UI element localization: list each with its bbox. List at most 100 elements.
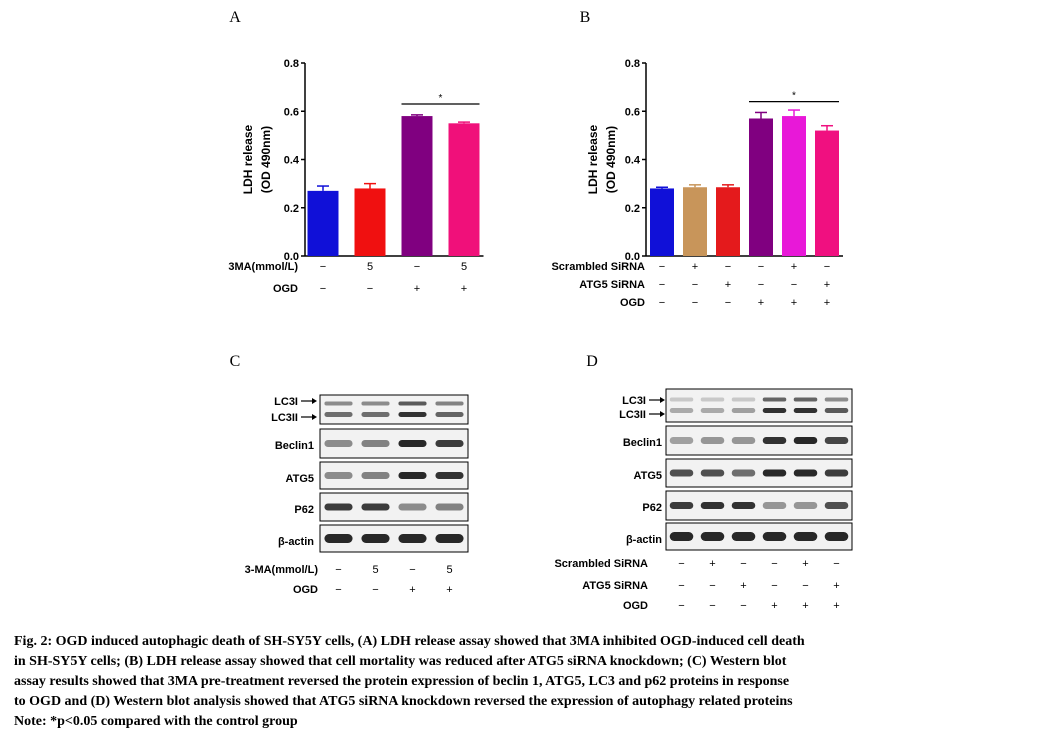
panel-b-condition-value: + bbox=[725, 279, 731, 291]
panel-d-condition-value: − bbox=[802, 580, 808, 592]
panel-d-condition-name: ATG5 SiRNA bbox=[582, 580, 648, 592]
panel-b-condition-value: − bbox=[758, 279, 764, 291]
panel-c-blot-label: β-actin bbox=[278, 536, 314, 548]
panel-d-condition-value: − bbox=[709, 580, 715, 592]
panel-d-band bbox=[793, 469, 818, 477]
panel-d-label: D bbox=[586, 353, 598, 370]
caption-note: Note: *p<0.05 compared with the control … bbox=[14, 714, 298, 729]
panel-d-band bbox=[669, 408, 694, 413]
panel-d-blot-label: LC3II bbox=[619, 409, 646, 421]
panel-c-band bbox=[324, 440, 353, 447]
panel-a-condition-value: − bbox=[367, 283, 373, 295]
panel-d-band bbox=[731, 502, 756, 509]
panel-b-condition-value: − bbox=[692, 297, 698, 309]
panel-d-condition-value: − bbox=[740, 558, 746, 570]
panel-d-band bbox=[762, 408, 787, 413]
panel-b-condition-value: + bbox=[791, 261, 797, 273]
panel-a-condition-value: 5 bbox=[461, 261, 467, 273]
caption-line-3: assay results showed that 3MA pre-treatm… bbox=[14, 674, 790, 689]
caption-line-2: in SH-SY5Y cells; (B) LDH release assay … bbox=[14, 654, 787, 669]
panel-d-band bbox=[762, 502, 787, 509]
panel-c-condition-value: − bbox=[335, 584, 341, 596]
panel-d-condition-value: − bbox=[771, 580, 777, 592]
panel-a-y-label: LDH release bbox=[241, 124, 255, 194]
panel-c-band bbox=[324, 412, 353, 417]
panel-d-condition-value: + bbox=[833, 600, 839, 612]
panel-d-band bbox=[669, 469, 694, 477]
panel-b-y-tick-label: 0.0 bbox=[625, 251, 640, 263]
panel-b-bar bbox=[683, 187, 707, 256]
panel-c-blot-label: LC3I bbox=[274, 396, 298, 408]
panel-d-condition-name: Scrambled SiRNA bbox=[554, 558, 648, 570]
panel-b-bar bbox=[815, 130, 839, 256]
panel-d-condition-value: + bbox=[833, 580, 839, 592]
panel-c-band bbox=[398, 412, 427, 417]
panel-d-band bbox=[793, 397, 818, 402]
panel-a-significance-mark: * bbox=[439, 93, 443, 104]
panel-d-band bbox=[793, 437, 818, 444]
panel-c-condition-value: + bbox=[446, 584, 452, 596]
panel-a-condition-value: + bbox=[414, 283, 420, 295]
panel-a-y-tick-label: 0.4 bbox=[284, 155, 300, 167]
panel-d-band bbox=[669, 502, 694, 509]
panel-c-band bbox=[324, 472, 353, 479]
panel-c-condition-value: − bbox=[335, 564, 341, 576]
panel-a-y-tick-label: 0.6 bbox=[284, 106, 299, 118]
panel-d-band bbox=[669, 397, 694, 402]
panel-c-band bbox=[398, 440, 427, 447]
panel-a-y-tick-label: 0.8 bbox=[284, 58, 299, 70]
panel-b-condition-name: ATG5 SiRNA bbox=[579, 279, 645, 291]
panel-c-arrow-icon bbox=[312, 414, 317, 420]
panel-d-band bbox=[669, 437, 694, 444]
panel-d-band bbox=[824, 469, 849, 477]
panel-b-condition-value: − bbox=[758, 261, 764, 273]
panel-c-band bbox=[398, 472, 427, 479]
panel-b-y-tick-label: 0.4 bbox=[625, 155, 641, 167]
panel-d-condition-value: − bbox=[678, 580, 684, 592]
panel-c-band bbox=[435, 412, 464, 417]
panel-d-blot-label: ATG5 bbox=[633, 470, 662, 482]
panel-c-band bbox=[361, 412, 390, 417]
panel-c-band bbox=[398, 534, 427, 543]
panel-d-band bbox=[669, 532, 694, 541]
panel-c-blot-label: ATG5 bbox=[285, 473, 314, 485]
panel-b-label: B bbox=[580, 9, 591, 26]
panel-d-condition-value: + bbox=[740, 580, 746, 592]
panel-d-blot-box bbox=[665, 388, 853, 423]
panel-a-condition-value: − bbox=[414, 261, 420, 273]
panel-d-band bbox=[731, 532, 756, 541]
panel-d-arrow-icon bbox=[660, 397, 665, 403]
panel-b-condition-value: − bbox=[791, 279, 797, 291]
panel-d-condition-value: + bbox=[771, 600, 777, 612]
panel-d-band bbox=[824, 532, 849, 541]
panel-d-band bbox=[700, 502, 725, 509]
panel-c-band bbox=[398, 401, 427, 406]
panel-c-band bbox=[361, 440, 390, 447]
panel-b-bar bbox=[650, 188, 674, 256]
panel-b-condition-name: OGD bbox=[620, 297, 645, 309]
panel-d-band bbox=[731, 437, 756, 444]
panel-d-band bbox=[700, 532, 725, 541]
panel-c-condition-value: 5 bbox=[446, 564, 452, 576]
panel-d-band bbox=[793, 408, 818, 413]
panel-a-bar bbox=[401, 116, 433, 256]
panel-b-condition-value: − bbox=[725, 261, 731, 273]
panel-d-band bbox=[793, 532, 818, 541]
panel-d-condition-name: OGD bbox=[623, 600, 648, 612]
panel-b-condition-value: + bbox=[692, 261, 698, 273]
panel-c-blot-label: LC3II bbox=[271, 412, 298, 424]
panel-d-condition-value: − bbox=[740, 600, 746, 612]
panel-d-band bbox=[762, 532, 787, 541]
panel-a-y-label-unit: (OD 490nm) bbox=[259, 126, 273, 193]
panel-b-condition-value: − bbox=[692, 279, 698, 291]
panel-b-significance-mark: * bbox=[792, 91, 796, 102]
panel-d-condition-value: − bbox=[771, 558, 777, 570]
panel-c-band bbox=[361, 472, 390, 479]
panel-a-label: A bbox=[229, 9, 241, 26]
panel-d-band bbox=[824, 408, 849, 413]
panel-b-condition-value: − bbox=[824, 261, 830, 273]
caption-line-1: Fig. 2: OGD induced autophagic death of … bbox=[14, 634, 805, 649]
panel-b-condition-value: − bbox=[659, 279, 665, 291]
panel-d-band bbox=[824, 437, 849, 444]
panel-c-condition-value: − bbox=[409, 564, 415, 576]
